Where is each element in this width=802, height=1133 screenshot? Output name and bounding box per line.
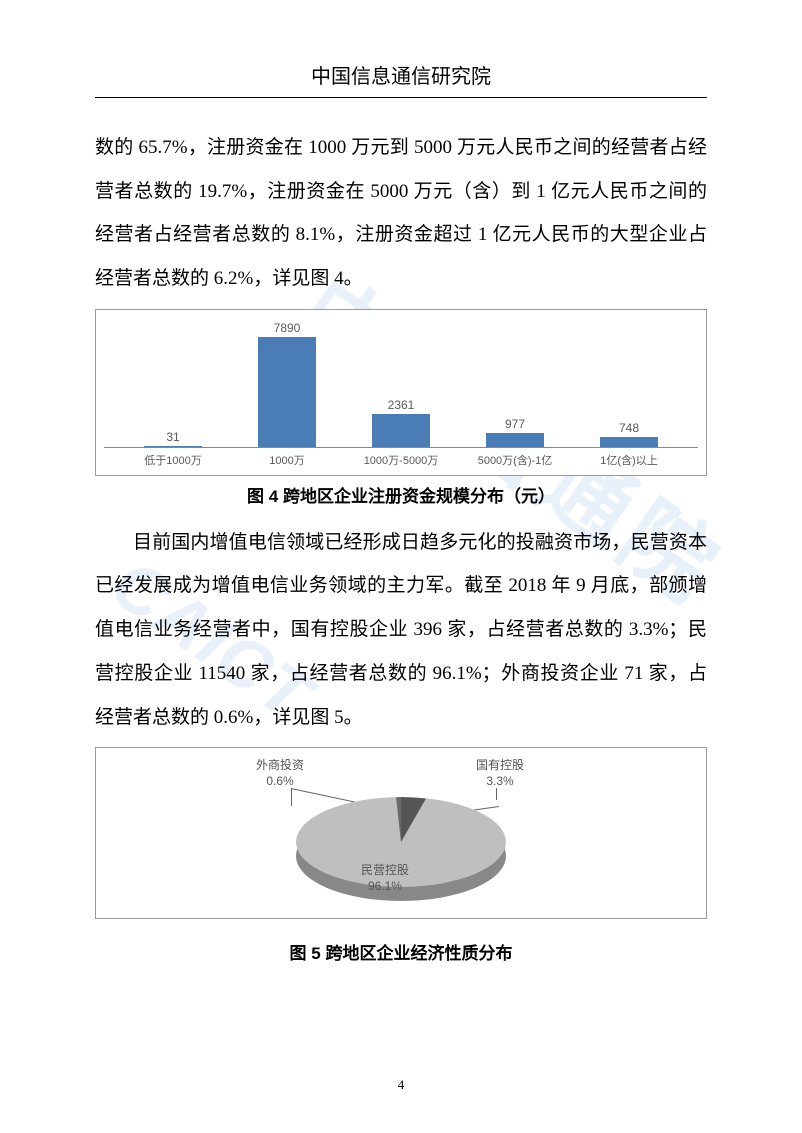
bar-value-label: 748: [619, 421, 639, 435]
bar-column: 748: [572, 421, 686, 447]
bar-category-label: 1000万: [230, 452, 344, 468]
bar-category-label: 1亿(含)以上: [572, 452, 686, 468]
pie-chart-box: 外商投资0.6% 国有控股3.3% 民营控股96.1%: [95, 747, 707, 919]
paragraph-2: 目前国内增值电信领域已经形成日趋多元化的投融资市场，民营资本已经发展成为增值电信…: [95, 521, 707, 739]
bar-column: 31: [116, 430, 230, 447]
leader-line: [291, 788, 292, 806]
figure-4-caption: 图 4 跨地区企业注册资金规模分布（元）: [95, 482, 707, 507]
bar-rect: [258, 337, 316, 447]
bar-category-label: 1000万-5000万: [344, 452, 458, 468]
bar-column: 7890: [230, 321, 344, 447]
bar-value-label: 2361: [388, 398, 415, 412]
bar-rect: [600, 437, 658, 447]
pie-label-state: 国有控股3.3%: [476, 758, 524, 789]
page-header: 中国信息通信研究院: [95, 60, 707, 98]
bar-value-label: 7890: [274, 321, 301, 335]
bar-chart: 31 7890 2361 977 748 低于1000万1000万1000万-5000万…: [96, 310, 706, 475]
paragraph-1: 数的 65.7%，注册资金在 1000 万元到 5000 万元人民币之间的经营者…: [95, 126, 707, 301]
pie-label-private: 民营控股96.1%: [361, 863, 409, 894]
page-number: 4: [398, 1077, 405, 1093]
bar-chart-box: 31 7890 2361 977 748 低于1000万1000万1000万-5000万…: [95, 309, 707, 476]
bar-column: 977: [458, 417, 572, 447]
bar-rect: [486, 433, 544, 447]
bar-value-label: 31: [166, 430, 179, 444]
bar-column: 2361: [344, 398, 458, 447]
bar-rect: [372, 414, 430, 447]
pie-label-foreign: 外商投资0.6%: [256, 758, 304, 789]
bar-category-label: 5000万(含)-1亿: [458, 452, 572, 468]
bar-category-label: 低于1000万: [116, 452, 230, 468]
bar-rect: [144, 446, 202, 447]
pie-chart: 外商投资0.6% 国有控股3.3% 民营控股96.1%: [96, 748, 706, 918]
figure-5-caption: 图 5 跨地区企业经济性质分布: [95, 939, 707, 964]
bar-value-label: 977: [505, 417, 525, 431]
